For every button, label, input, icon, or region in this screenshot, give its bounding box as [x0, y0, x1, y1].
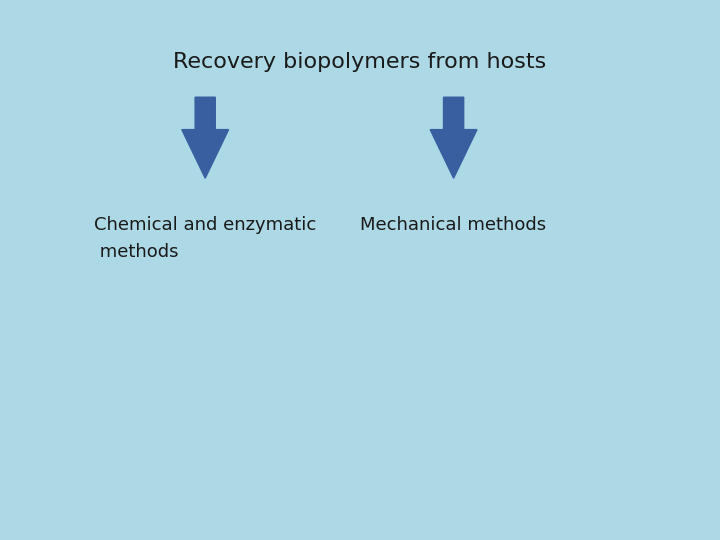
- FancyArrow shape: [431, 97, 477, 178]
- Text: methods: methods: [94, 243, 178, 261]
- FancyArrow shape: [181, 97, 229, 178]
- Text: Mechanical methods: Mechanical methods: [360, 216, 546, 234]
- Text: Chemical and enzymatic: Chemical and enzymatic: [94, 216, 316, 234]
- Text: Recovery biopolymers from hosts: Recovery biopolymers from hosts: [174, 52, 546, 72]
